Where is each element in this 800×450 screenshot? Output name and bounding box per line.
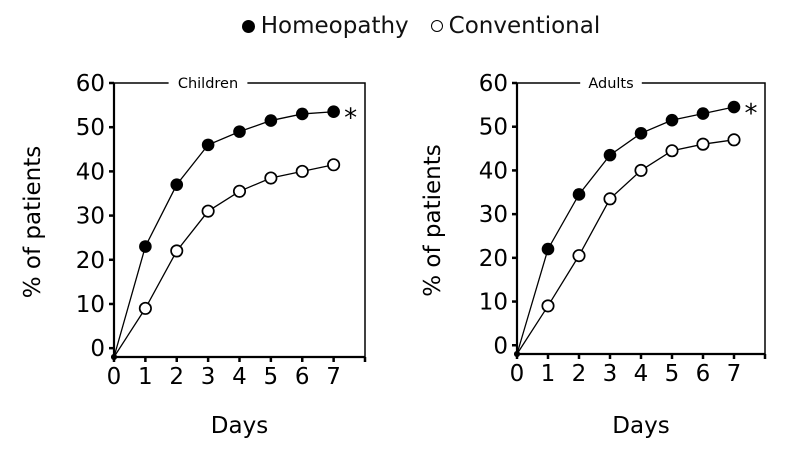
plot-box bbox=[516, 82, 766, 355]
panel-title-backing bbox=[580, 74, 642, 91]
x-tick-label: 1 bbox=[541, 361, 556, 387]
y-tick-label: 30 bbox=[479, 202, 508, 228]
panel-title-backing bbox=[168, 74, 248, 91]
data-point-filled bbox=[201, 138, 215, 152]
data-point-filled bbox=[634, 126, 648, 140]
panel-title: Children bbox=[178, 76, 238, 92]
filled-circle-icon bbox=[241, 19, 255, 33]
data-point-origin bbox=[514, 351, 520, 357]
y-tick-label: 40 bbox=[479, 158, 508, 184]
y-tick-label: 0 bbox=[90, 336, 105, 362]
x-tick-label: 7 bbox=[727, 361, 742, 387]
asterisk-annotation: * bbox=[344, 104, 357, 134]
data-point-filled bbox=[295, 107, 309, 121]
data-point-open bbox=[201, 204, 215, 218]
x-tick-label: 5 bbox=[264, 364, 279, 390]
x-tick-label: 2 bbox=[169, 364, 184, 390]
data-point-open bbox=[264, 171, 278, 185]
series-line-homeopathy bbox=[113, 111, 334, 358]
y-axis-label: % of patients bbox=[20, 146, 46, 298]
data-point-filled bbox=[541, 242, 555, 256]
data-point-open bbox=[665, 144, 679, 158]
y-tick-label: 50 bbox=[479, 115, 508, 141]
data-point-origin bbox=[111, 354, 117, 360]
y-tick-label: 0 bbox=[493, 333, 508, 359]
x-tick-label: 2 bbox=[572, 361, 587, 387]
x-tick-label: 0 bbox=[107, 364, 122, 390]
data-point-open bbox=[727, 133, 741, 147]
data-point-open bbox=[572, 249, 586, 263]
data-point-filled bbox=[603, 148, 617, 162]
data-point-filled bbox=[139, 240, 152, 253]
panel-title: Adults bbox=[588, 76, 633, 92]
x-tick-label: 3 bbox=[603, 361, 618, 387]
legend-item-homeopathy: Homeopathy bbox=[241, 13, 409, 39]
data-point-filled bbox=[264, 114, 278, 127]
legend: Homeopathy Conventional bbox=[0, 13, 800, 39]
x-tick-label: 6 bbox=[696, 361, 711, 387]
data-point-filled bbox=[665, 113, 679, 127]
x-tick-label: 7 bbox=[326, 364, 341, 390]
data-point-open bbox=[603, 192, 617, 206]
asterisk-annotation: * bbox=[745, 99, 758, 129]
data-point-open bbox=[295, 164, 309, 178]
data-point-open bbox=[541, 299, 555, 313]
data-point-open bbox=[634, 163, 648, 177]
data-point-open bbox=[170, 244, 184, 258]
x-tick-label: 5 bbox=[665, 361, 680, 387]
plot-box bbox=[113, 82, 366, 358]
x-tick-label: 6 bbox=[295, 364, 310, 390]
data-point-filled bbox=[727, 100, 741, 114]
data-point-open bbox=[696, 137, 710, 151]
legend-item-conventional: Conventional bbox=[430, 13, 601, 39]
x-tick-label: 3 bbox=[201, 364, 216, 390]
data-point-filled bbox=[572, 188, 586, 201]
x-tick-label: 4 bbox=[232, 364, 247, 390]
x-axis-label: Days bbox=[612, 413, 669, 439]
x-axis-label: Days bbox=[211, 413, 268, 439]
y-tick-label: 20 bbox=[76, 248, 105, 274]
y-tick-label: 50 bbox=[76, 115, 105, 141]
legend-label-conventional: Conventional bbox=[448, 13, 601, 39]
data-point-filled bbox=[233, 125, 246, 138]
x-tick-label: 1 bbox=[138, 364, 153, 390]
data-point-open bbox=[232, 184, 247, 198]
y-tick-label: 20 bbox=[479, 246, 508, 272]
y-axis-label: % of patients bbox=[420, 144, 446, 296]
y-tick-label: 60 bbox=[479, 71, 508, 97]
series-line-conventional bbox=[113, 164, 334, 358]
x-tick-label: 0 bbox=[510, 361, 525, 387]
data-point-filled bbox=[170, 178, 184, 191]
data-point-open bbox=[327, 158, 341, 172]
data-point-open bbox=[138, 301, 152, 315]
open-circle-icon bbox=[430, 20, 443, 32]
x-tick-label: 4 bbox=[634, 361, 649, 387]
y-tick-label: 40 bbox=[76, 159, 105, 185]
data-point-filled bbox=[696, 107, 710, 120]
data-point-filled bbox=[327, 105, 340, 119]
legend-label-homeopathy: Homeopathy bbox=[260, 13, 409, 39]
y-tick-label: 60 bbox=[76, 71, 105, 97]
y-tick-label: 10 bbox=[479, 290, 508, 316]
y-tick-label: 10 bbox=[76, 292, 105, 318]
y-tick-label: 30 bbox=[76, 204, 105, 230]
